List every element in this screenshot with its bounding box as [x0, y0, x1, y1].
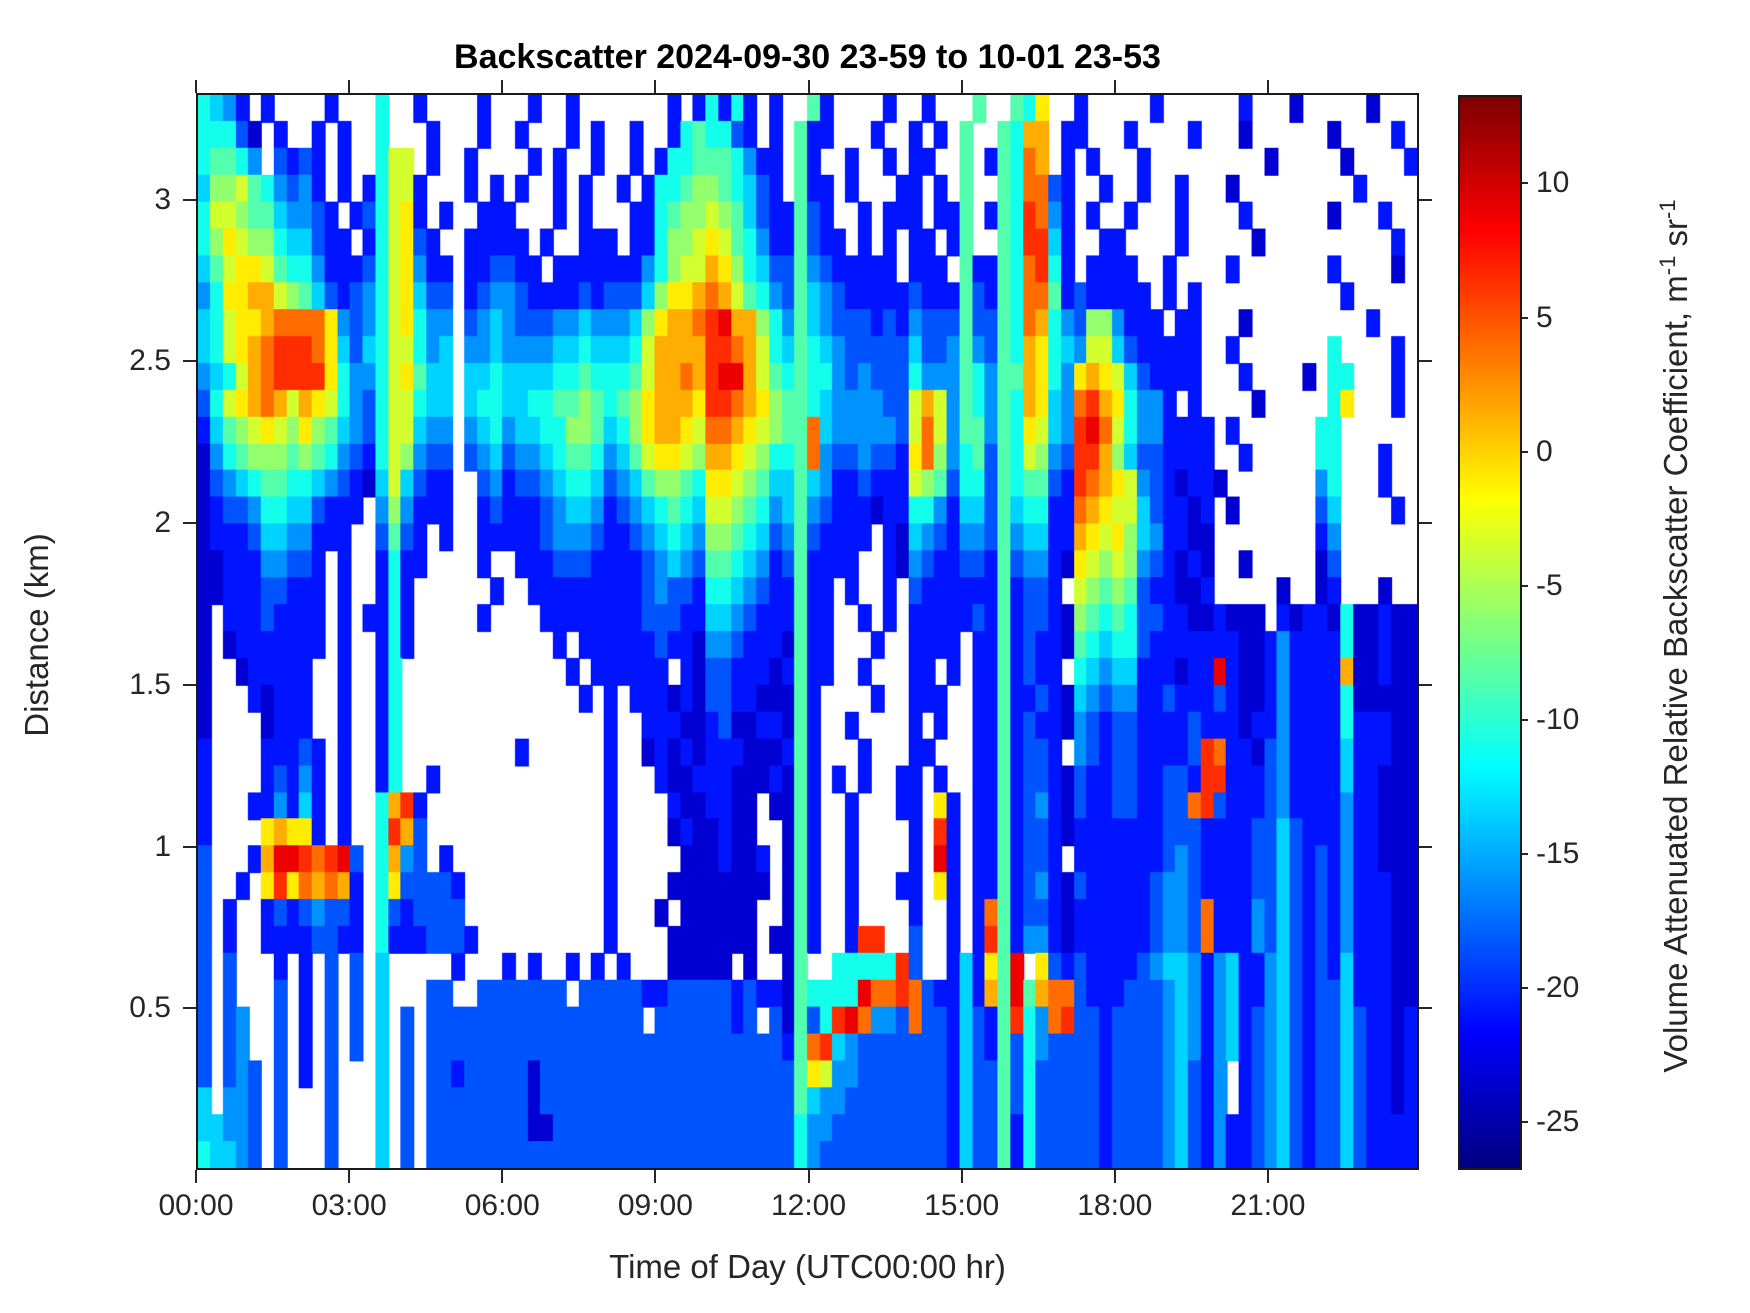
- x-tick-label: 06:00: [464, 1189, 540, 1222]
- colorbar-label-text-2: sr: [1657, 219, 1694, 256]
- y-tick-label: 1.5: [129, 667, 171, 701]
- y-tick-label: 2.5: [129, 344, 171, 378]
- y-tick-label: 2: [154, 506, 171, 540]
- colorbar-tick-label: 0: [1536, 434, 1553, 468]
- x-tick-bottom: [348, 1170, 351, 1183]
- colorbar-canvas: [1460, 97, 1520, 1168]
- y-axis-label: Distance (km): [18, 533, 55, 737]
- x-tick-top: [1266, 80, 1269, 93]
- y-tick-left: [183, 522, 196, 525]
- x-tick-top: [960, 80, 963, 93]
- y-tick-right: [1419, 1007, 1432, 1010]
- colorbar-tick-label: -25: [1536, 1104, 1580, 1138]
- colorbar-tick-label: -20: [1536, 970, 1580, 1004]
- colorbar-tick-label: -15: [1536, 836, 1580, 870]
- colorbar-label-sup-1: -1: [1655, 255, 1680, 276]
- x-tick-bottom: [807, 1170, 810, 1183]
- x-tick-label: 09:00: [617, 1189, 693, 1222]
- plot-area: [196, 93, 1419, 1170]
- colorbar-label-sup-2: -1: [1655, 199, 1680, 219]
- colorbar: [1458, 95, 1522, 1170]
- y-tick-left: [183, 198, 196, 201]
- y-tick-left: [183, 683, 196, 686]
- x-tick-top: [654, 80, 657, 93]
- x-tick-bottom: [501, 1170, 504, 1183]
- x-tick-label: 12:00: [770, 1189, 847, 1222]
- y-tick-right: [1419, 522, 1432, 525]
- y-tick-right: [1419, 683, 1432, 686]
- x-tick-bottom: [195, 1170, 197, 1183]
- x-tick-bottom: [1113, 1170, 1116, 1183]
- x-tick-label: 18:00: [1077, 1189, 1153, 1222]
- x-tick-top: [501, 80, 504, 93]
- x-tick-bottom: [654, 1170, 657, 1183]
- x-tick-label: 00:00: [158, 1189, 234, 1222]
- y-tick-right: [1419, 198, 1432, 201]
- x-axis-label: Time of Day (UTC00:00 hr): [609, 1248, 1006, 1285]
- x-tick-bottom: [960, 1170, 963, 1183]
- y-tick-label: 0.5: [129, 991, 171, 1025]
- y-tick-left: [183, 1007, 196, 1010]
- x-tick-label: 03:00: [311, 1189, 387, 1222]
- x-tick-top: [348, 80, 351, 93]
- y-tick-left: [183, 360, 196, 363]
- x-tick-label: 21:00: [1230, 1189, 1306, 1222]
- x-tick-top: [807, 80, 810, 93]
- y-tick-left: [183, 845, 196, 848]
- colorbar-tick-label: 10: [1536, 166, 1570, 200]
- heatmap-canvas: [198, 95, 1417, 1168]
- colorbar-label-text: Volume Attenuated Relative Backscatter C…: [1657, 275, 1694, 1073]
- x-tick-top: [1113, 80, 1116, 93]
- y-tick-label: 1: [154, 829, 171, 863]
- colorbar-tick-label: -10: [1536, 702, 1580, 736]
- chart-title: Backscatter 2024-09-30 23-59 to 10-01 23…: [454, 38, 1161, 76]
- colorbar-tick-label: 5: [1536, 300, 1553, 334]
- colorbar-tick-label: -5: [1536, 568, 1563, 602]
- y-tick-right: [1419, 360, 1432, 363]
- x-tick-label: 15:00: [924, 1189, 1000, 1222]
- colorbar-axis-label: Volume Attenuated Relative Backscatter C…: [1655, 66, 1695, 1206]
- y-tick-label: 3: [154, 182, 171, 216]
- y-tick-right: [1419, 845, 1432, 848]
- x-tick-top: [195, 80, 197, 93]
- x-tick-bottom: [1266, 1170, 1269, 1183]
